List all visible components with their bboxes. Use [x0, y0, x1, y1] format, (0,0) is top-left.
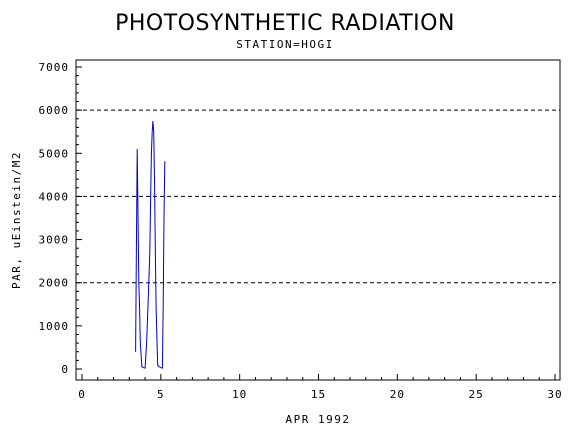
y-tick-label: 6000: [39, 104, 70, 117]
x-tick-label: 25: [469, 388, 484, 401]
y-tick-label: 4000: [39, 190, 70, 203]
x-tick-label: 20: [390, 388, 405, 401]
x-tick-label: 10: [232, 388, 247, 401]
x-tick-label: 5: [157, 388, 165, 401]
y-tick-label: 3000: [39, 234, 70, 247]
y-tick-label: 5000: [39, 147, 70, 160]
series-line: [135, 120, 166, 369]
x-tick-label: 0: [78, 388, 86, 401]
plot-frame: [75, 59, 561, 381]
y-tick-label: 1000: [39, 320, 70, 333]
y-tick-label: 7000: [39, 61, 70, 74]
y-tick-label: 2000: [39, 277, 70, 290]
chart-title: PHOTOSYNTHETIC RADIATION: [115, 11, 455, 36]
y-tick-label: 0: [61, 363, 69, 376]
y-axis-label: PAR, uEinstein/M2: [10, 151, 23, 289]
plot-layer: 0 1000 2000 3000 4000 5000 6000 7000 0 5 10 15 20 25 3…: [39, 59, 562, 401]
x-tick-label: 30: [547, 388, 562, 401]
x-tick-label: 15: [311, 388, 326, 401]
x-axis-label: APR 1992: [286, 413, 351, 426]
chart-subtitle: STATION=HOGI: [236, 38, 333, 51]
